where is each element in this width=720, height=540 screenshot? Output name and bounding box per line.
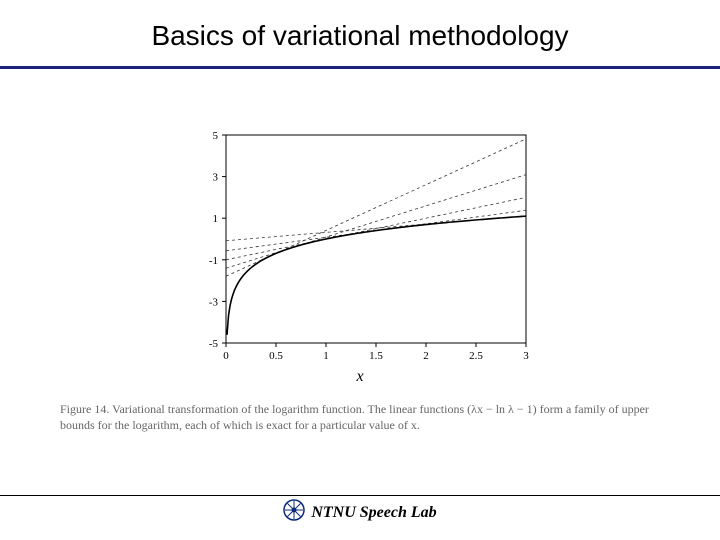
svg-text:-5: -5 — [209, 338, 219, 350]
svg-text:0.5: 0.5 — [269, 350, 283, 359]
svg-text:2: 2 — [423, 350, 429, 359]
svg-text:3: 3 — [523, 350, 529, 359]
ntnu-logo-icon — [283, 499, 305, 526]
svg-text:2.5: 2.5 — [469, 350, 483, 359]
x-axis-label: x — [190, 368, 530, 386]
svg-text:0: 0 — [223, 350, 229, 359]
svg-text:-3: -3 — [209, 296, 219, 308]
chart: 0 0.5 1 1.5 2 2.5 3 -5 -3 -1 1 3 5 x — [190, 129, 530, 386]
figure-caption: Figure 14. Variational transformation of… — [60, 402, 660, 433]
footer-divider — [0, 495, 720, 496]
svg-text:1: 1 — [213, 213, 219, 225]
chart-svg: 0 0.5 1 1.5 2 2.5 3 -5 -3 -1 1 3 5 — [190, 129, 530, 359]
title-underline — [0, 66, 720, 69]
svg-text:5: 5 — [213, 130, 219, 142]
svg-text:1: 1 — [323, 350, 329, 359]
svg-text:1.5: 1.5 — [369, 350, 383, 359]
footer-text: NTNU Speech Lab — [311, 504, 436, 522]
svg-text:-1: -1 — [209, 255, 218, 267]
slide-title: Basics of variational methodology — [0, 20, 720, 52]
svg-text:3: 3 — [213, 172, 219, 184]
footer: NTNU Speech Lab — [0, 499, 720, 526]
